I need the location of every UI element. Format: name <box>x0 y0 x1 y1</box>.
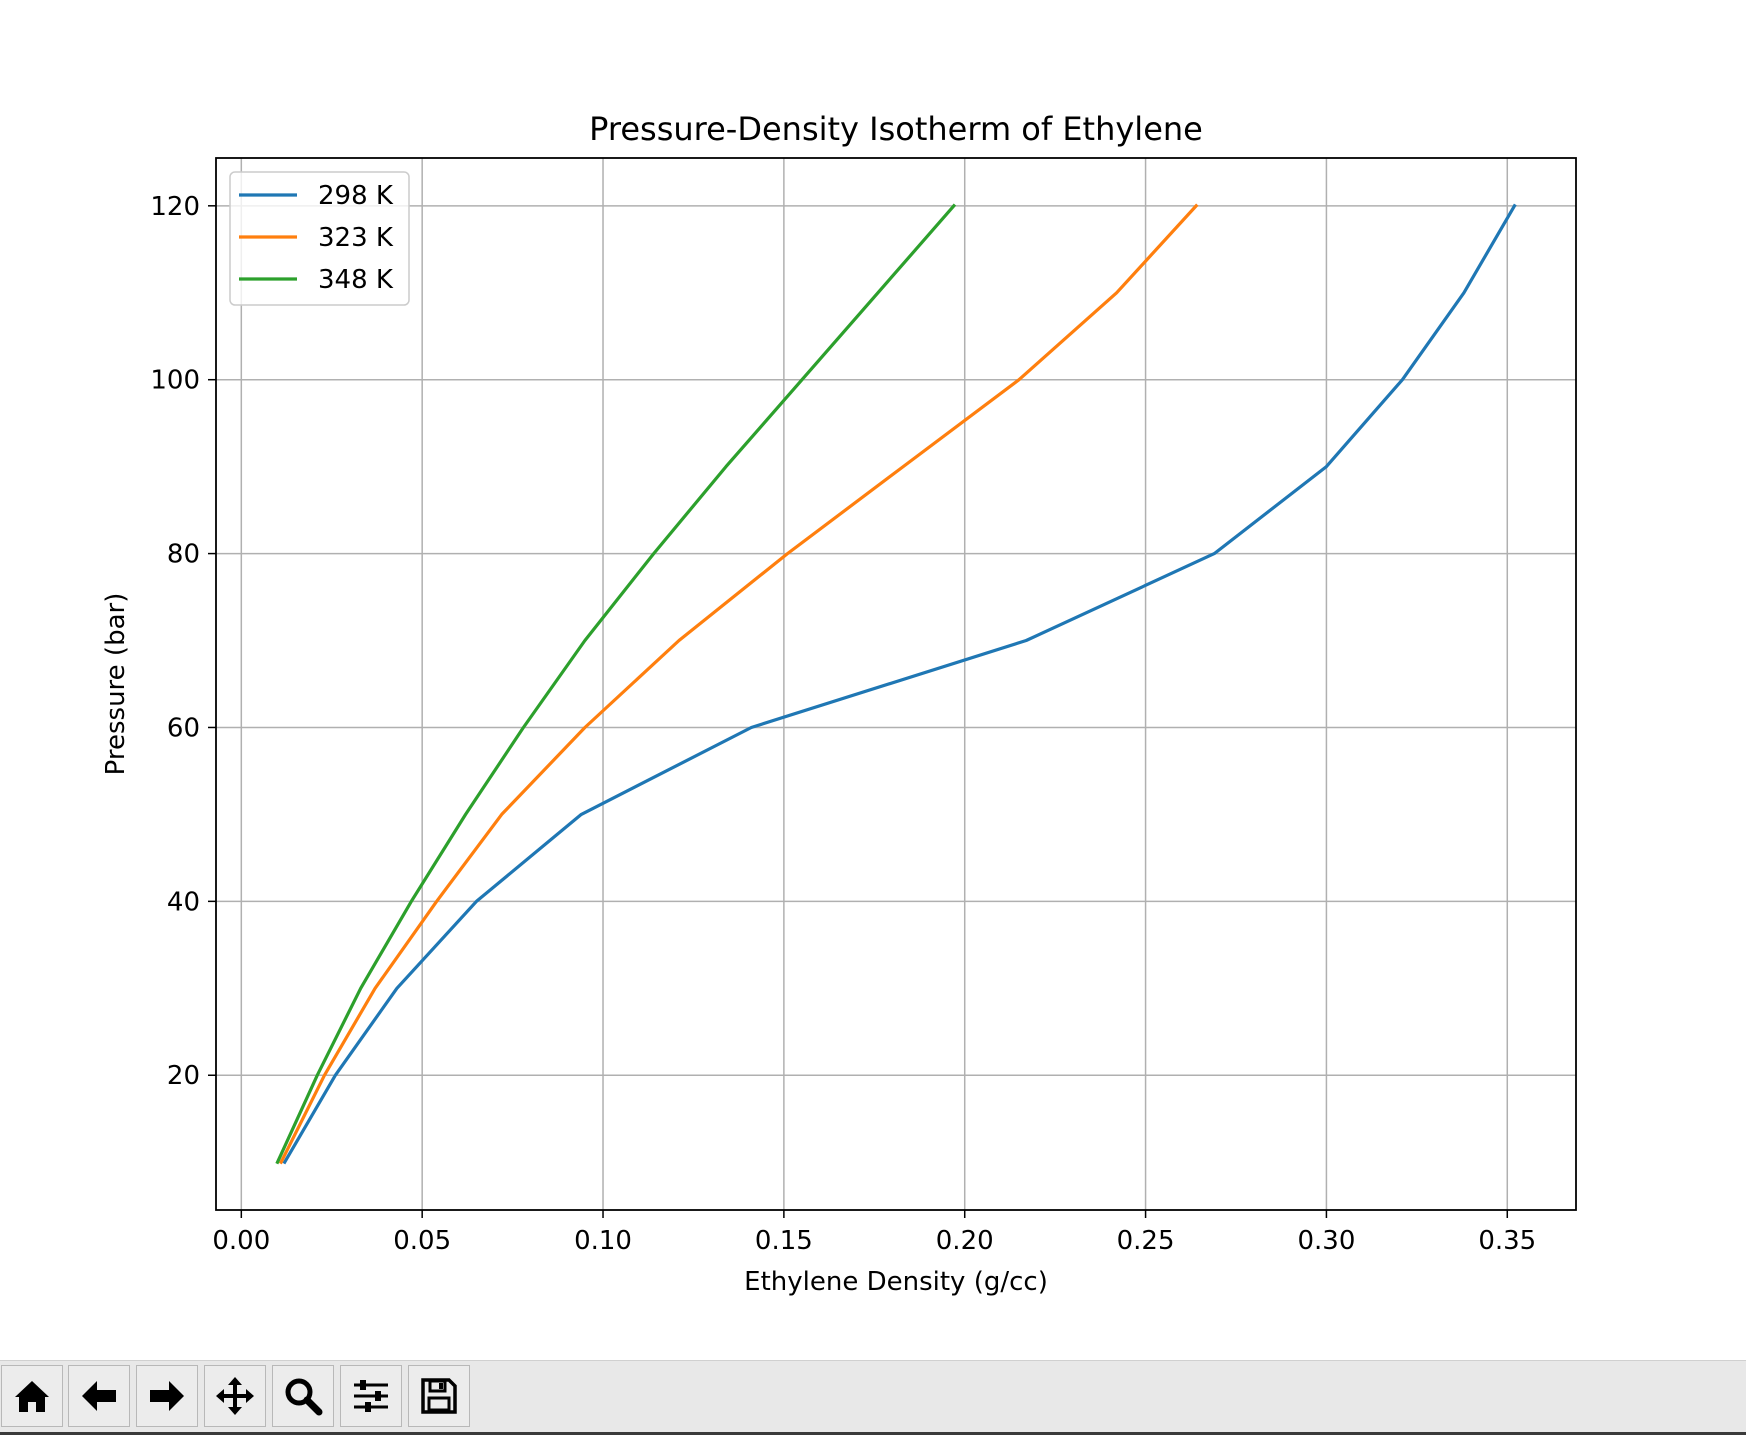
floppy-disk-icon <box>421 1378 457 1414</box>
series-line-348-k <box>275 203 957 1165</box>
y-tick-label: 80 <box>167 540 200 570</box>
series-line-298-k <box>282 203 1517 1165</box>
x-tick-label: 0.05 <box>393 1226 451 1256</box>
x-tick-label: 0.15 <box>755 1226 813 1256</box>
magnifier-icon <box>285 1378 323 1416</box>
home-button[interactable] <box>1 1365 63 1427</box>
configure-subplots-button[interactable] <box>340 1365 402 1427</box>
plot-frame <box>215 157 1577 1211</box>
arrow-left-icon <box>82 1381 116 1411</box>
legend: 298 K 323 K 348 K <box>229 171 410 306</box>
y-tick-label: 40 <box>167 887 200 917</box>
forward-button[interactable] <box>136 1365 198 1427</box>
legend-label: 348 K <box>318 265 394 295</box>
chart: 0.00 0.05 0.10 0.15 0.20 0.25 0.30 0.35 20 40 60 80… <box>101 110 1577 1297</box>
x-tick-label: 0.10 <box>574 1226 632 1256</box>
figure-canvas: 0.00 0.05 0.10 0.15 0.20 0.25 0.30 0.35 20 40 60 80… <box>101 110 1577 1297</box>
legend-label: 298 K <box>318 181 394 211</box>
x-tick-label: 0.25 <box>1117 1226 1175 1256</box>
y-axis-label: Pressure (bar) <box>101 593 131 776</box>
chart-title: Pressure-Density Isotherm of Ethylene <box>589 110 1203 148</box>
series-line-323-k <box>278 203 1199 1165</box>
y-tick-label: 100 <box>150 366 200 396</box>
arrow-right-icon <box>150 1381 184 1411</box>
x-tick-label: 0.35 <box>1478 1226 1536 1256</box>
legend-box <box>229 171 410 306</box>
navigation-toolbar <box>0 1360 1746 1435</box>
sliders-icon <box>354 1380 388 1412</box>
x-tick-label: 0.00 <box>212 1226 270 1256</box>
zoom-button[interactable] <box>272 1365 334 1427</box>
grid-lines <box>216 158 1576 1210</box>
back-button[interactable] <box>68 1365 130 1427</box>
x-tick-label: 0.20 <box>936 1226 994 1256</box>
y-tick-label: 60 <box>167 713 200 743</box>
x-tick-label: 0.30 <box>1297 1226 1355 1256</box>
save-button[interactable] <box>408 1365 470 1427</box>
series-lines <box>275 203 1517 1165</box>
legend-label: 323 K <box>318 223 394 253</box>
pan-button[interactable] <box>204 1365 266 1427</box>
move-icon <box>216 1377 254 1415</box>
x-axis-label: Ethylene Density (g/cc) <box>744 1267 1048 1297</box>
y-tick-label: 120 <box>150 192 200 222</box>
y-tick-label: 20 <box>167 1061 200 1091</box>
axis-ticks: 0.00 0.05 0.10 0.15 0.20 0.25 0.30 0.35 20 40 60 80… <box>150 192 1536 1256</box>
home-icon <box>15 1381 49 1412</box>
